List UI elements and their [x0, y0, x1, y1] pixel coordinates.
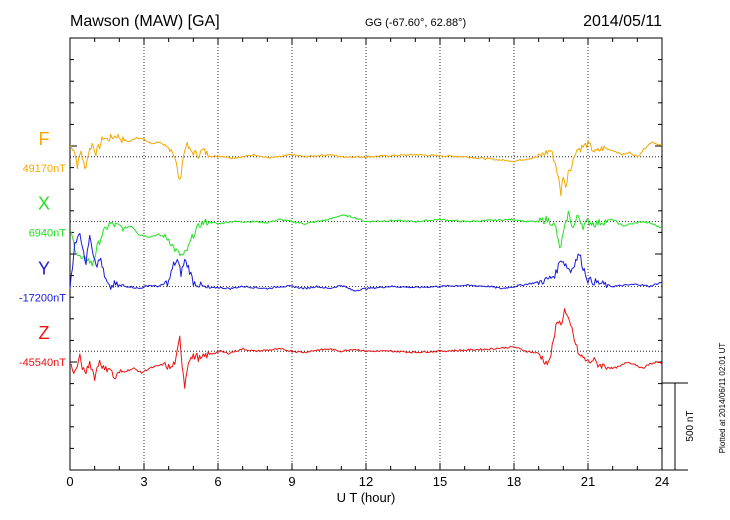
plotted-at-note: Plotted at 2014/06/11 02:01 UT: [718, 343, 727, 454]
series-labels: F 49170nT X 6940nT Y -17200nT Z -45540nT: [19, 129, 66, 369]
x-tick-label: 6: [214, 474, 221, 489]
grid: [70, 38, 662, 470]
series-name-z: Z: [39, 323, 50, 343]
coordinates-label: GG (-67.60°, 62.88°): [365, 17, 466, 29]
baseline-value-f: 49170nT: [23, 163, 67, 175]
baseline-value-x: 6940nT: [29, 228, 67, 240]
x-axis-label: U T (hour): [337, 490, 396, 505]
x-tick-label: 21: [581, 474, 595, 489]
x-tick-label: 9: [288, 474, 295, 489]
series-line-y: [69, 232, 663, 292]
x-tick-label: 3: [140, 474, 147, 489]
baseline-value-y: -17200nT: [19, 292, 66, 304]
series-group: [69, 133, 663, 389]
station-title: Mawson (MAW) [GA]: [70, 13, 220, 30]
x-tick-label: 15: [433, 474, 447, 489]
series-line-x: [70, 210, 663, 267]
series-name-f: F: [39, 129, 50, 149]
ticks: 0 3 6 9 12 15 18 21 24: [66, 37, 669, 489]
baseline-value-z: -45540nT: [19, 357, 66, 369]
date-label: 2014/05/11: [583, 13, 662, 30]
series-name-y: Y: [38, 258, 50, 278]
x-tick-label: 24: [655, 474, 669, 489]
scale-bar-label: 500 nT: [685, 410, 696, 441]
series-line-z: [69, 308, 663, 389]
series-line-f: [69, 133, 663, 197]
x-tick-label: 0: [66, 474, 73, 489]
series-name-x: X: [38, 194, 50, 214]
x-tick-label: 12: [359, 474, 373, 489]
x-tick-label: 18: [507, 474, 521, 489]
scale-bar: 500 nT: [662, 382, 696, 471]
